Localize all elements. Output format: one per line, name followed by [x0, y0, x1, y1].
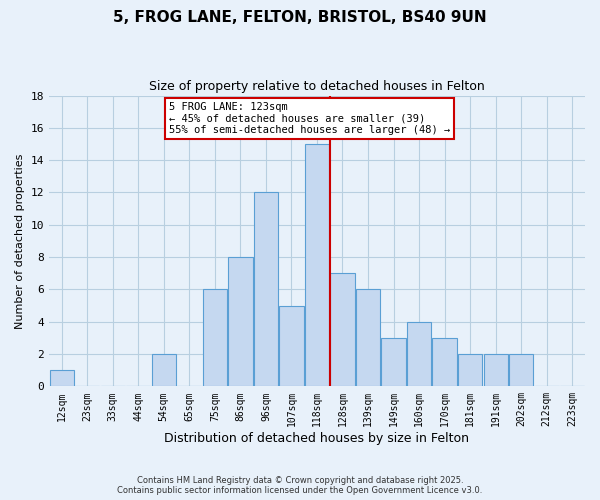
- Bar: [509, 354, 533, 386]
- Bar: [228, 257, 253, 386]
- Bar: [407, 322, 431, 386]
- Title: Size of property relative to detached houses in Felton: Size of property relative to detached ho…: [149, 80, 485, 93]
- Bar: [458, 354, 482, 386]
- Text: 5 FROG LANE: 123sqm
← 45% of detached houses are smaller (39)
55% of semi-detach: 5 FROG LANE: 123sqm ← 45% of detached ho…: [169, 102, 450, 135]
- Bar: [50, 370, 74, 386]
- Bar: [254, 192, 278, 386]
- Bar: [382, 338, 406, 386]
- Bar: [280, 306, 304, 386]
- Bar: [331, 274, 355, 386]
- X-axis label: Distribution of detached houses by size in Felton: Distribution of detached houses by size …: [164, 432, 469, 445]
- Bar: [356, 290, 380, 386]
- Bar: [152, 354, 176, 386]
- Bar: [203, 290, 227, 386]
- Bar: [305, 144, 329, 386]
- Y-axis label: Number of detached properties: Number of detached properties: [15, 154, 25, 328]
- Bar: [484, 354, 508, 386]
- Text: Contains HM Land Registry data © Crown copyright and database right 2025.
Contai: Contains HM Land Registry data © Crown c…: [118, 476, 482, 495]
- Text: 5, FROG LANE, FELTON, BRISTOL, BS40 9UN: 5, FROG LANE, FELTON, BRISTOL, BS40 9UN: [113, 10, 487, 25]
- Bar: [433, 338, 457, 386]
